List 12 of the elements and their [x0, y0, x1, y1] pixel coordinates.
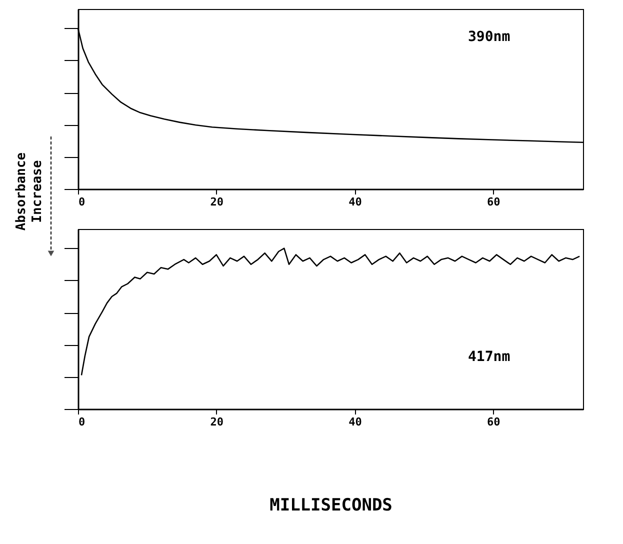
x-tick-label: 0	[78, 196, 86, 208]
text: 390nm	[468, 29, 510, 45]
x-tick-label: 0	[78, 416, 86, 428]
x-tick-label: 60	[486, 416, 500, 428]
x-tick-label: 20	[210, 196, 224, 208]
x-tick-label: 40	[348, 416, 362, 428]
x-tick-label: 60	[486, 196, 500, 208]
x-axis-title: MILLISECONDS	[270, 496, 392, 516]
text: 417nm	[468, 349, 510, 365]
x-tick-label: 20	[210, 416, 224, 428]
x-tick-label: 40	[348, 196, 362, 208]
y-axis-title: Absorbance Increase	[14, 152, 45, 231]
